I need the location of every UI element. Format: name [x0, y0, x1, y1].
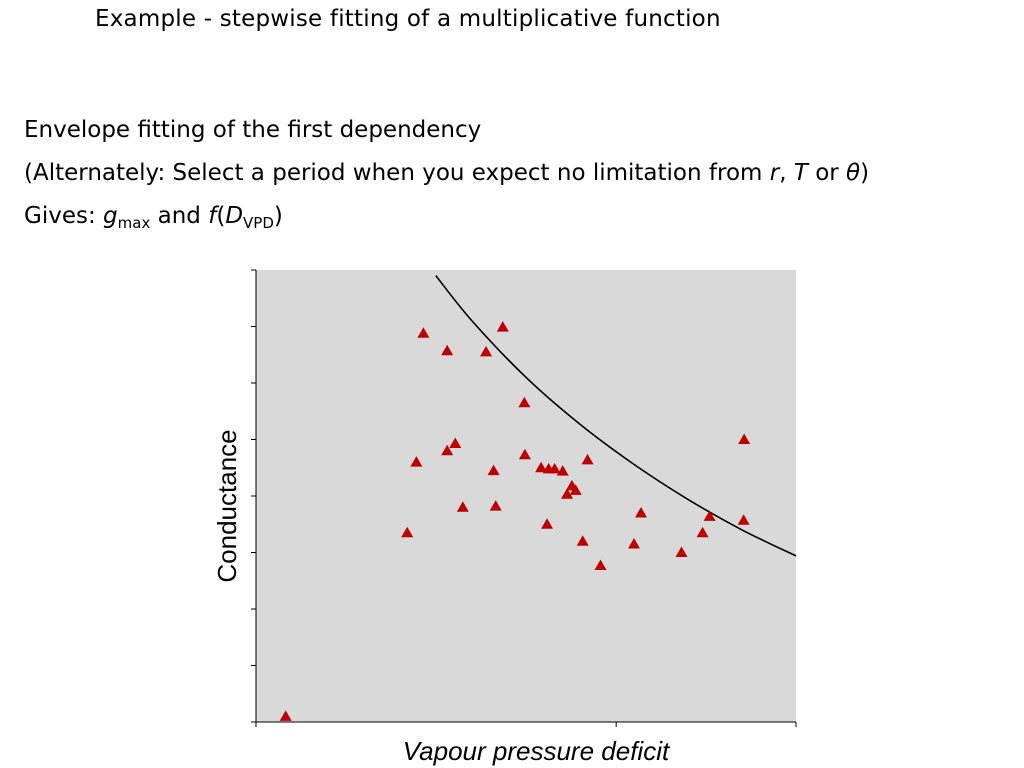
- alt-text-start: (Alternately: Select a period when you e…: [24, 160, 770, 186]
- var-theta: θ: [846, 160, 861, 186]
- plot-area: [256, 270, 796, 722]
- data-point-3: [417, 327, 430, 338]
- data-point-28: [696, 526, 709, 538]
- subscript-max: max: [117, 214, 151, 232]
- var-f: f: [208, 203, 217, 229]
- data-point-9: [487, 464, 500, 476]
- data-point-29: [703, 510, 716, 521]
- y-axis-label: Conductance: [212, 429, 242, 582]
- data-point-26: [635, 506, 648, 518]
- alt-text-end: ): [860, 160, 870, 186]
- sep-2: or: [807, 160, 847, 186]
- data-point-30: [737, 514, 750, 525]
- gives-text: Gives:: [24, 203, 104, 229]
- data-point-4: [441, 444, 454, 456]
- data-point-5: [441, 344, 454, 356]
- envelope-curve: [435, 275, 797, 557]
- data-point-7: [456, 501, 469, 512]
- line-gives: Gives: gmax and f(DVPD): [24, 203, 283, 232]
- and-text: and: [150, 203, 209, 229]
- data-point-2: [410, 456, 423, 467]
- sep-1: ,: [779, 160, 794, 186]
- data-point-25: [628, 538, 640, 549]
- data-point-10: [489, 500, 502, 511]
- data-point-6: [449, 437, 462, 448]
- data-point-21: [569, 484, 582, 495]
- x-axis-label: Vapour pressure deficit: [403, 736, 671, 766]
- line-envelope-fitting: Envelope fitting of the first dependency: [24, 117, 482, 143]
- data-point-22: [576, 535, 589, 546]
- data-point-18: [556, 465, 569, 476]
- data-point-0: [279, 710, 292, 721]
- data-point-13: [518, 448, 531, 460]
- data-point-1: [401, 526, 414, 538]
- subscript-vpd: VPD: [243, 214, 274, 232]
- data-point-11: [496, 321, 509, 332]
- data-point-27: [675, 546, 688, 557]
- data-point-24: [594, 559, 607, 570]
- data-point-19: [561, 488, 574, 499]
- data-point-17: [548, 462, 561, 474]
- line-alternately: (Alternately: Select a period when you e…: [24, 160, 869, 186]
- var-r: r: [769, 160, 780, 186]
- data-point-12: [518, 396, 531, 408]
- var-D: D: [225, 203, 244, 229]
- data-point-8: [480, 345, 493, 357]
- data-point-14: [535, 461, 548, 473]
- paren-open: (: [216, 203, 226, 229]
- data-point-23: [581, 453, 594, 465]
- data-point-15: [541, 518, 554, 529]
- data-point-31: [738, 433, 751, 444]
- paren-close: ): [273, 203, 283, 229]
- var-g: g: [103, 203, 118, 229]
- var-T: T: [793, 160, 808, 186]
- slide-title: Example - stepwise fitting of a multipli…: [95, 6, 721, 32]
